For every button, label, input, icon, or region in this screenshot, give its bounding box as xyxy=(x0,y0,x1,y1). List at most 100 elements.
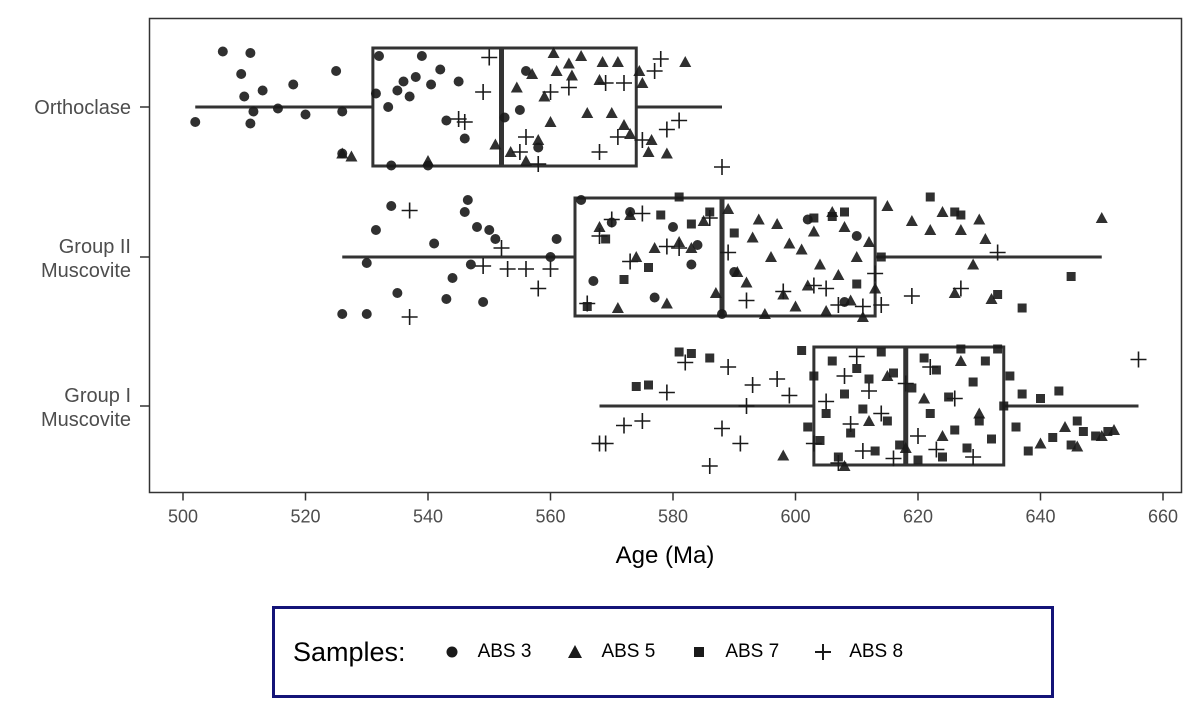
point-plus xyxy=(493,240,510,256)
point-plus xyxy=(873,297,890,313)
point-plus xyxy=(658,384,675,401)
point-circle xyxy=(429,238,440,249)
point-plus xyxy=(965,449,982,465)
point-circle xyxy=(649,292,660,303)
point-triangle xyxy=(820,305,833,316)
point-triangle xyxy=(1059,421,1071,432)
point-plus xyxy=(720,244,737,261)
point-square xyxy=(858,404,868,414)
category-label: Group I Muscovite xyxy=(41,385,131,431)
x-tick-label: 620 xyxy=(903,507,933,527)
point-triangle xyxy=(777,449,790,461)
point-plus xyxy=(475,258,492,274)
plus-icon xyxy=(815,644,832,660)
point-plus xyxy=(401,202,418,219)
point-triangle xyxy=(771,218,784,229)
point-circle xyxy=(416,51,427,61)
point-plus xyxy=(530,156,547,172)
point-triangle xyxy=(685,242,698,253)
x-tick-label: 660 xyxy=(1148,507,1178,527)
point-triangle xyxy=(936,206,949,217)
point-triangle xyxy=(697,215,710,226)
point-circle xyxy=(190,117,201,127)
point-square xyxy=(962,443,972,453)
point-plus xyxy=(622,253,639,270)
legend-title: Samples: xyxy=(293,636,406,667)
point-circle xyxy=(248,106,259,117)
point-triangle xyxy=(954,355,967,366)
point-circle xyxy=(692,240,703,250)
point-plus xyxy=(836,368,853,384)
point-plus xyxy=(591,144,608,160)
point-circle xyxy=(717,309,727,319)
point-circle xyxy=(472,222,482,232)
point-plus xyxy=(579,295,596,312)
point-triangle xyxy=(532,134,545,145)
point-triangle xyxy=(881,370,894,381)
point-plus xyxy=(671,112,688,129)
point-triangle xyxy=(679,56,692,67)
point-square xyxy=(1011,422,1021,432)
x-axis-title: Age (Ma) xyxy=(616,542,715,569)
point-triangle xyxy=(593,221,606,232)
point-circle xyxy=(441,115,452,126)
point-square xyxy=(876,347,886,357)
point-plus xyxy=(401,309,418,325)
point-square xyxy=(870,446,880,456)
point-plus xyxy=(861,383,877,399)
legend-item-abs7: ABS 7 xyxy=(687,640,779,664)
point-plus xyxy=(499,261,516,277)
point-square xyxy=(925,192,935,202)
point-plus xyxy=(867,265,884,282)
boxplot xyxy=(342,196,1102,318)
legend-item-abs8: ABS 8 xyxy=(811,640,903,664)
point-circle xyxy=(441,294,452,304)
point-square xyxy=(980,356,990,366)
point-plus xyxy=(542,261,559,277)
point-plus xyxy=(652,51,669,67)
point-square xyxy=(931,365,941,375)
point-circle xyxy=(404,91,415,102)
point-triangle xyxy=(973,407,986,419)
series-abs-7 xyxy=(582,192,1113,465)
point-triangle xyxy=(731,266,744,277)
point-plus xyxy=(818,393,835,410)
legend: Samples: ABS 3 ABS 5 ABS 7 ABS 8 xyxy=(272,606,1054,698)
point-square xyxy=(803,422,813,432)
point-triangle xyxy=(758,308,771,319)
point-triangle xyxy=(565,69,578,81)
point-square xyxy=(644,380,653,390)
point-triangle xyxy=(624,209,637,220)
point-circle xyxy=(392,288,403,298)
point-triangle xyxy=(633,65,646,76)
point-plus xyxy=(903,288,920,304)
point-square xyxy=(1072,416,1082,426)
legend-label: ABS 5 xyxy=(601,641,656,662)
point-triangle xyxy=(642,146,655,157)
x-tick-label: 640 xyxy=(1025,507,1055,527)
point-square xyxy=(619,275,629,284)
point-plus xyxy=(518,129,534,145)
point-plus xyxy=(854,298,871,315)
point-circle xyxy=(851,231,862,241)
point-triangle xyxy=(422,155,434,166)
point-circle xyxy=(398,76,409,87)
point-circle xyxy=(576,195,587,205)
point-circle xyxy=(386,201,397,211)
point-triangle xyxy=(954,224,967,235)
point-circle xyxy=(551,234,562,244)
point-triangle xyxy=(660,297,673,309)
point-square xyxy=(729,228,739,238)
point-triangle xyxy=(838,460,851,471)
point-square xyxy=(1054,386,1064,396)
point-triangle xyxy=(504,146,517,157)
point-triangle xyxy=(581,107,594,118)
point-plus xyxy=(481,49,498,66)
point-square xyxy=(889,368,898,378)
point-circle xyxy=(484,225,495,235)
point-circle xyxy=(668,222,678,232)
point-plus xyxy=(616,417,632,434)
point-plus xyxy=(456,114,473,130)
x-axis-ticks: 500 520 540 560 580 600 620 640 660 xyxy=(168,492,1178,527)
point-plus xyxy=(609,129,626,145)
